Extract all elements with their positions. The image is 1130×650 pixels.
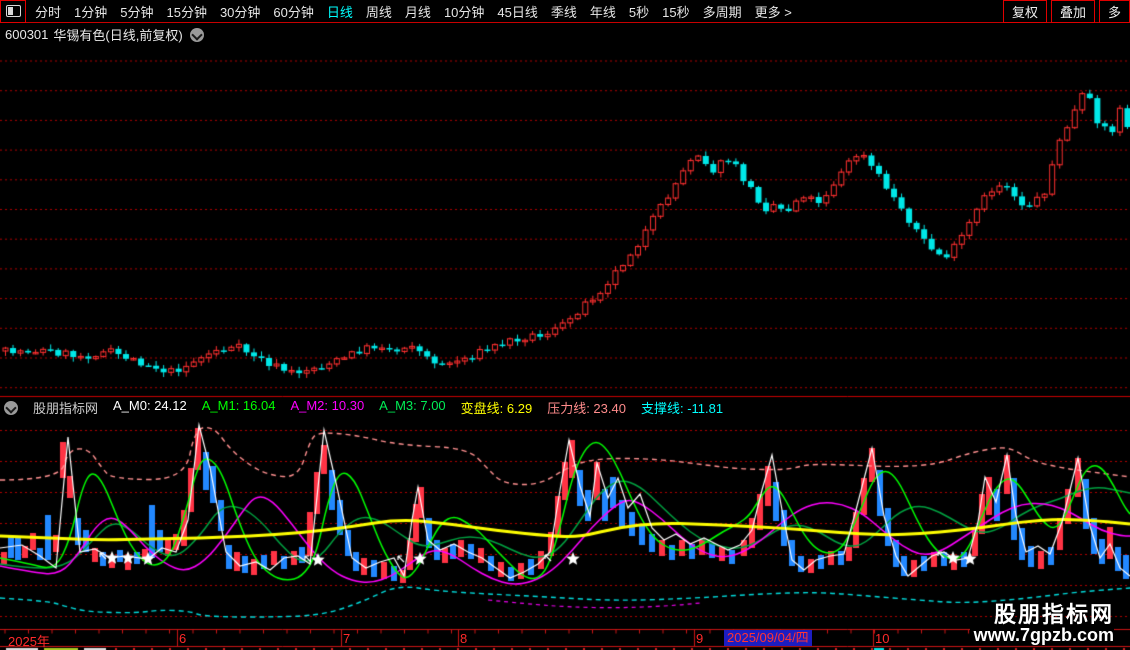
layout-button[interactable] [0,0,26,23]
axis-label: 8 [460,631,468,646]
toolbar-item-16[interactable]: 多周期 [702,4,742,20]
indicator-field-变盘线: 变盘线: 6.29 [460,401,533,416]
symbol-bar: 600301 华锡有色(日线,前复权) [0,25,204,44]
toolbar-item-10[interactable]: 10分钟 [443,4,485,20]
toolbar-item-8[interactable]: 周线 [365,4,392,20]
toolbar-item-17[interactable]: 更多 > [754,4,792,20]
symbol-code: 600301 [5,27,49,42]
indicator-field-股朋指标网: 股朋指标网 [33,401,99,416]
toolbar-item-11[interactable]: 45日线 [497,4,538,20]
toolbar-item-4[interactable]: 15分钟 [166,4,207,20]
toolbar-item-6[interactable]: 60分钟 [273,4,314,20]
axis-label: 9 [696,631,704,646]
watermark: 股朋指标网 www.7gpzb.com [969,602,1114,645]
toolbar-item-14[interactable]: 5秒 [628,4,650,20]
indicator-header: 股朋指标网 A_M0: 24.12 A_M1: 16.04 A_M2: 10.30 A_… [0,398,1130,417]
watermark-title: 股朋指标网 [993,602,1114,628]
toolbar-item-9[interactable]: 月线 [404,4,431,20]
toolbar-item-1[interactable]: 分时 [35,4,62,20]
toolbar-button-多[interactable]: 多 [1098,0,1130,23]
indicator-field-压力线: 压力线: 23.40 [547,401,626,416]
toolbar-item-5[interactable]: 30分钟 [219,4,261,20]
indicator-field-支撑线: 支撑线: -11.81 [640,401,724,416]
toolbar-item-13[interactable]: 年线 [589,4,616,20]
axis-label: 7 [343,631,351,646]
watermark-url: www.7gpzb.com [969,626,1114,645]
axis-label: 6 [179,631,187,646]
axis-label: 10 [875,631,890,646]
symbol-name: 华锡有色(日线,前复权) [53,28,183,43]
indicator-field-A_M3: A_M3: 7.00 [379,398,446,413]
toolbar-item-3[interactable]: 5分钟 [120,4,154,20]
symbol-dropdown-icon[interactable] [189,27,204,42]
split-pane-icon [5,5,21,17]
toolbar-item-15[interactable]: 15秒 [662,4,690,20]
toolbar-item-2[interactable]: 1分钟 [74,4,108,20]
axis-selected-date: 2025/09/04/四 [724,630,812,646]
indicator-collapse-icon[interactable] [4,400,18,415]
toolbar-button-叠加[interactable]: 叠加 [1050,0,1095,23]
toolbar-item-12[interactable]: 季线 [550,4,577,20]
toolbar-button-复权[interactable]: 复权 [1002,0,1047,23]
period-menu: 分时 1分钟 5分钟 15分钟 30分钟 60分钟 日线 周线 月线 10分钟 45日线 季线 年线 5秒… [35,2,792,21]
axis-label: 2025年 [8,634,50,649]
period-toolbar: 分时 1分钟 5分钟 15分钟 30分钟 60分钟 日线 周线 月线 10分钟 45日线 季线 年线 5秒… [0,0,1130,23]
indicator-values: 股朋指标网 A_M0: 24.12 A_M1: 16.04 A_M2: 10.30 A_… [33,398,723,417]
indicator-field-A_M1: A_M1: 16.04 [201,398,276,413]
toolbar-right-buttons: 复权 叠加多 [999,0,1130,23]
indicator-field-A_M2: A_M2: 10.30 [290,398,365,413]
toolbar-item-7[interactable]: 日线 [326,4,353,20]
indicator-field-A_M0: A_M0: 24.12 [113,398,187,413]
